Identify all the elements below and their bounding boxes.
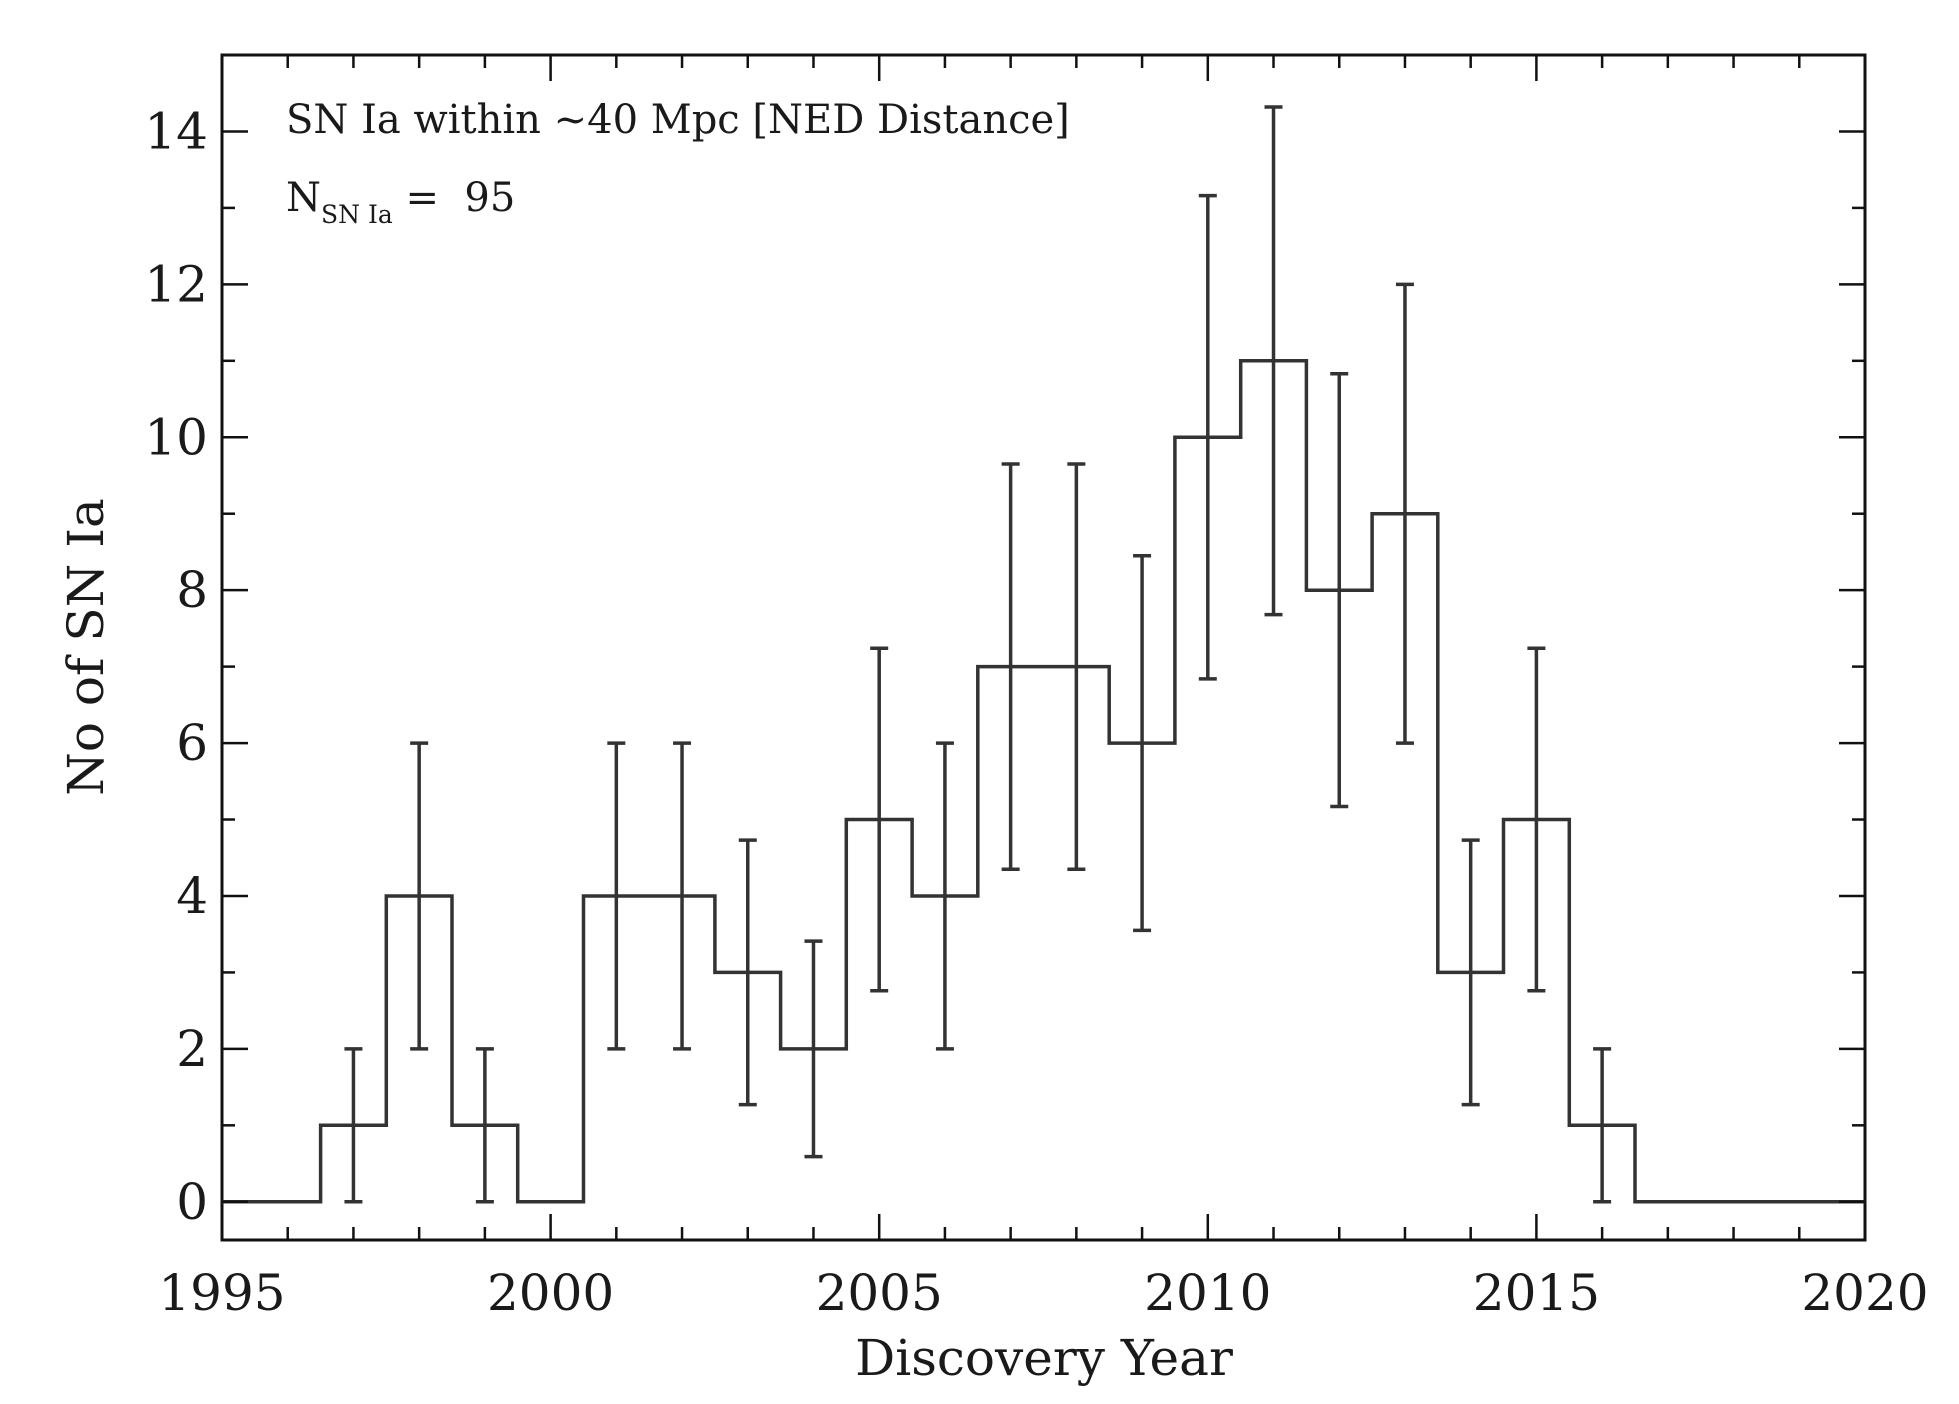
x-tick-label-2010: 2010 bbox=[1144, 1264, 1271, 1322]
y-tick-label-12: 12 bbox=[144, 255, 208, 313]
y-tick-label-8: 8 bbox=[176, 561, 208, 619]
error-bar-2013 bbox=[1395, 282, 1414, 745]
x-tick-label-2000: 2000 bbox=[487, 1264, 614, 1322]
error-bar-2010 bbox=[1198, 193, 1217, 681]
x-tick-label-2015: 2015 bbox=[1473, 1264, 1600, 1322]
y-tick-label-2: 2 bbox=[176, 1020, 208, 1078]
error-bar-2006 bbox=[935, 741, 954, 1051]
error-bar-2016 bbox=[1593, 1047, 1612, 1204]
y-tick-label-4: 4 bbox=[176, 867, 208, 925]
count-label-value: = 95 bbox=[393, 175, 516, 221]
axis-ticks bbox=[220, 53, 1867, 1240]
y-tick-label-6: 6 bbox=[176, 714, 208, 772]
count-label-subscript: SN Ia bbox=[321, 200, 393, 229]
plot-area bbox=[220, 53, 1867, 1242]
chart-annotation: SN Ia within ~40 Mpc [NED Distance] bbox=[286, 97, 1070, 143]
error-bar-2008 bbox=[1067, 462, 1086, 871]
plot-frame bbox=[220, 53, 1867, 1242]
x-tick-label-1995: 1995 bbox=[158, 1264, 285, 1322]
error-bar-2007 bbox=[1001, 462, 1020, 871]
error-bar-1999 bbox=[475, 1047, 494, 1204]
y-axis-title: No of SN Ia bbox=[57, 498, 115, 796]
x-axis-title: Discovery Year bbox=[855, 1329, 1233, 1387]
error-bar-2012 bbox=[1330, 372, 1349, 809]
error-bar-2009 bbox=[1133, 554, 1152, 933]
error-bar-1997 bbox=[344, 1047, 363, 1204]
count-label-main: N bbox=[286, 175, 321, 221]
axis-labels: 1995 2000 2005 2010 2015 2020 0 2 4 6 8 10 12 14 bbox=[144, 102, 1928, 1322]
y-tick-label-0: 0 bbox=[176, 1173, 208, 1231]
error-bar-2011 bbox=[1264, 105, 1283, 617]
error-bar-2004 bbox=[804, 939, 823, 1159]
y-tick-label-14: 14 bbox=[144, 102, 208, 160]
histogram-series-0 bbox=[222, 359, 1865, 1204]
error-bar-2001 bbox=[607, 741, 626, 1051]
count-label: NSN Ia = 95 bbox=[286, 175, 515, 229]
error-bar-2003 bbox=[738, 838, 757, 1107]
error-bar-2015 bbox=[1527, 646, 1546, 993]
error-bar-1998 bbox=[410, 741, 429, 1051]
error-bar-2014 bbox=[1461, 838, 1480, 1107]
error-bar-2002 bbox=[673, 741, 692, 1051]
x-tick-label-2005: 2005 bbox=[816, 1264, 943, 1322]
y-tick-label-10: 10 bbox=[144, 408, 208, 466]
error-bar-2005 bbox=[870, 646, 889, 993]
x-tick-label-2020: 2020 bbox=[1801, 1264, 1928, 1322]
